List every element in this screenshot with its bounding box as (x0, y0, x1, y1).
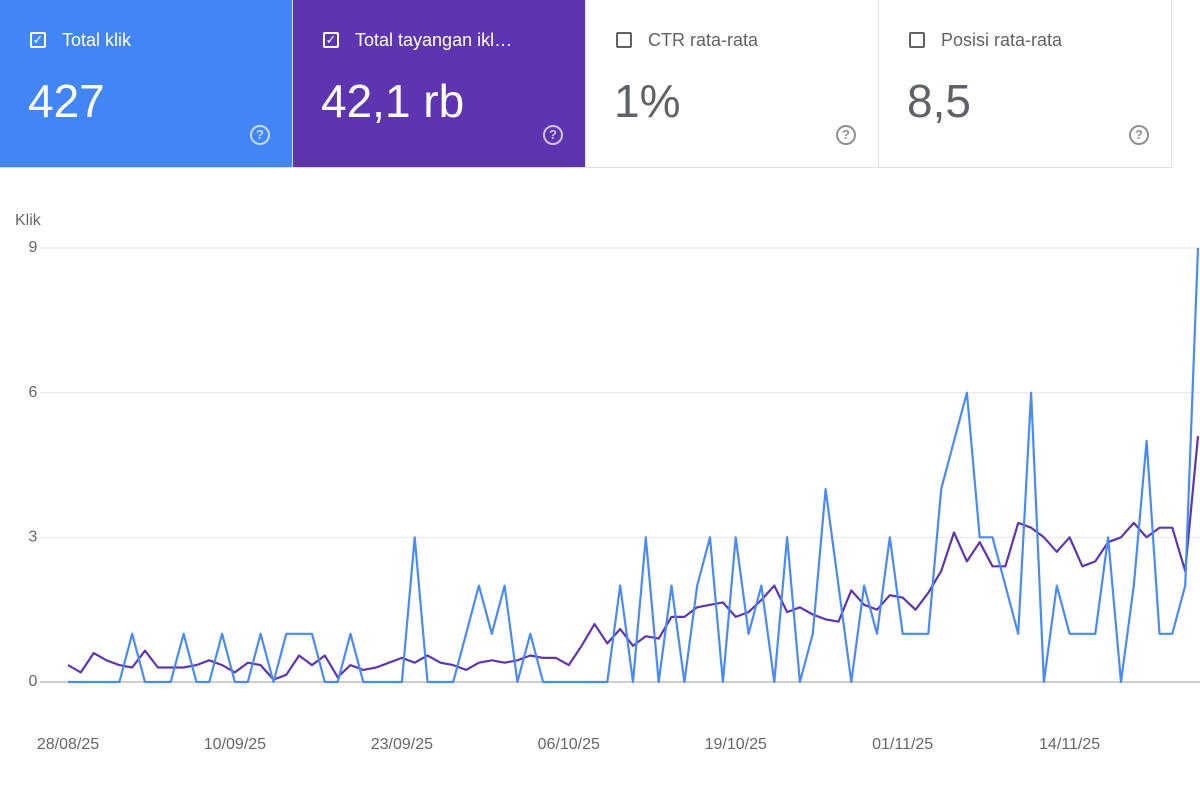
metric-value: 42,1 rb (321, 75, 465, 127)
metric-card[interactable]: Posisi rata-rata 8,5? (879, 0, 1172, 168)
metric-card[interactable]: CTR rata-rata 1%? (586, 0, 879, 168)
y-tick-label: 9 (29, 239, 38, 256)
help-icon: ? (543, 125, 563, 145)
y-tick-label: 0 (29, 673, 38, 690)
x-tick-label: 06/10/25 (538, 736, 600, 753)
help-icon: ? (250, 125, 270, 145)
metric-label: Total klik (62, 30, 132, 50)
line-series (67, 435, 1200, 681)
checkbox: ✓ (323, 32, 339, 48)
help-icon: ? (1129, 125, 1149, 145)
metric-value: 8,5 (907, 75, 971, 127)
help-icon: ? (836, 125, 856, 145)
x-tick-label: 10/09/25 (204, 736, 266, 753)
checkbox (909, 32, 925, 48)
metric-label: CTR rata-rata (648, 30, 759, 50)
y-tick-label: 6 (29, 384, 38, 401)
metric-label: Posisi rata-rata (941, 30, 1063, 50)
y-tick-label: 3 (29, 529, 38, 546)
x-tick-label: 01/11/25 (872, 736, 933, 753)
checkbox: ✓ (30, 32, 46, 48)
metric-value: 1% (614, 75, 681, 127)
x-tick-label: 19/10/25 (705, 736, 767, 753)
x-tick-label: 28/08/25 (37, 736, 99, 753)
metric-cards: ✓ Total klik 427? ✓ Total tayangan ikl… 42,1 … (0, 0, 1172, 168)
y-axis-label: Klik (15, 212, 42, 229)
checkbox (616, 32, 632, 48)
metric-value: 427 (28, 75, 105, 127)
x-tick-label: 14/11/25 (1039, 736, 1100, 753)
metric-card[interactable]: ✓ Total klik 427? (0, 0, 293, 168)
metric-label: Total tayangan ikl… (355, 30, 513, 50)
line-series (68, 247, 1200, 684)
x-tick-label: 23/09/25 (371, 736, 433, 753)
metric-card[interactable]: ✓ Total tayangan ikl… 42,1 rb? (293, 0, 586, 168)
